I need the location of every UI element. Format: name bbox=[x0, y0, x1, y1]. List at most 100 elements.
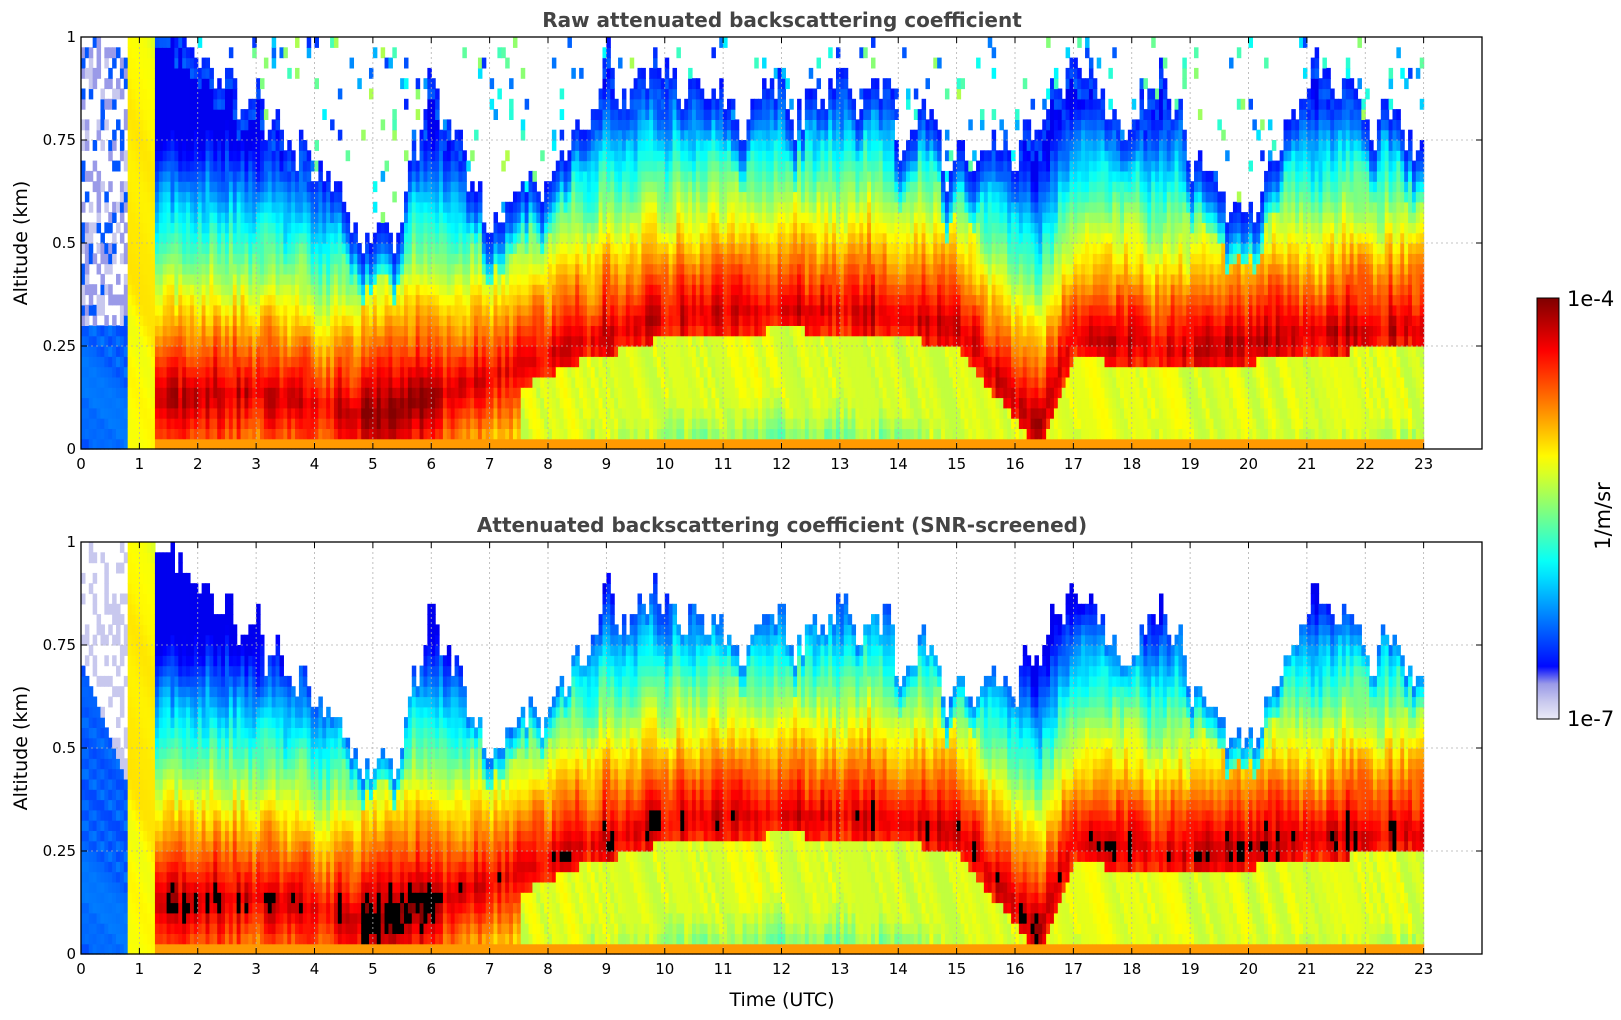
heatmap-cell bbox=[400, 387, 405, 399]
heatmap-cell bbox=[656, 356, 662, 368]
heatmap-cell bbox=[92, 346, 98, 357]
heatmap-cell bbox=[653, 294, 658, 306]
heatmap-cell bbox=[96, 407, 102, 419]
heatmap-cell bbox=[450, 335, 456, 347]
heatmap-cell bbox=[618, 304, 623, 316]
heatmap-cell bbox=[688, 407, 693, 419]
heatmap-cell bbox=[213, 191, 218, 203]
heatmap-cell bbox=[672, 160, 678, 172]
heatmap-cell bbox=[193, 109, 199, 120]
heatmap-cell bbox=[170, 387, 175, 399]
heatmap-cell bbox=[380, 263, 386, 275]
heatmap-cell bbox=[178, 304, 183, 316]
heatmap-cell bbox=[174, 222, 179, 234]
heatmap-cell bbox=[224, 273, 230, 285]
heatmap-cell bbox=[205, 284, 211, 296]
heatmap-cell bbox=[291, 201, 296, 213]
heatmap-cell bbox=[559, 129, 565, 141]
heatmap-cell bbox=[376, 273, 382, 285]
heatmap-cell bbox=[139, 387, 144, 399]
heatmap-cell bbox=[583, 304, 588, 316]
heatmap-cell bbox=[684, 438, 689, 450]
heatmap-cell bbox=[672, 387, 678, 399]
heatmap-cell bbox=[224, 438, 230, 450]
heatmap-cell bbox=[217, 428, 222, 440]
heatmap-cell bbox=[127, 98, 133, 110]
heatmap-cell bbox=[695, 181, 701, 193]
heatmap-cell bbox=[267, 201, 273, 213]
heatmap-cell bbox=[372, 335, 378, 347]
heatmap-cell bbox=[131, 397, 137, 409]
heatmap-cell bbox=[314, 387, 319, 399]
heatmap-cell bbox=[404, 273, 409, 285]
heatmap-cell bbox=[349, 263, 355, 275]
heatmap-cell bbox=[88, 325, 94, 337]
heatmap-cell bbox=[446, 263, 452, 275]
heatmap-cell bbox=[154, 253, 160, 265]
heatmap-cell bbox=[532, 346, 537, 357]
heatmap-cell bbox=[333, 37, 339, 48]
heatmap-cell bbox=[645, 273, 650, 285]
heatmap-cell bbox=[594, 407, 600, 419]
heatmap-cell bbox=[349, 253, 355, 265]
heatmap-cell bbox=[614, 284, 619, 296]
heatmap-cell bbox=[664, 284, 670, 296]
heatmap-cell bbox=[660, 438, 666, 450]
heatmap-cell bbox=[583, 397, 588, 409]
heatmap-cell bbox=[279, 273, 284, 285]
heatmap-cell bbox=[606, 119, 611, 131]
heatmap-cell bbox=[217, 376, 222, 388]
heatmap-cell bbox=[528, 438, 534, 450]
heatmap-cell bbox=[302, 284, 308, 296]
heatmap-cell bbox=[423, 284, 428, 296]
heatmap-cell bbox=[228, 397, 234, 409]
heatmap-cell bbox=[563, 387, 569, 399]
heatmap-cell bbox=[439, 273, 444, 285]
heatmap-cell bbox=[310, 376, 316, 388]
heatmap-cell bbox=[629, 201, 635, 213]
heatmap-cell bbox=[404, 376, 409, 388]
heatmap-cell bbox=[695, 98, 701, 110]
heatmap-cell bbox=[178, 325, 183, 337]
heatmap-cell bbox=[92, 304, 98, 316]
heatmap-cell bbox=[213, 222, 218, 234]
heatmap-cell bbox=[458, 366, 463, 378]
heatmap-cell bbox=[384, 397, 390, 409]
heatmap-cell bbox=[81, 67, 86, 79]
heatmap-cell bbox=[688, 140, 693, 151]
heatmap-cell bbox=[684, 387, 689, 399]
heatmap-cell bbox=[493, 346, 499, 357]
heatmap-cell bbox=[81, 263, 86, 275]
heatmap-cell bbox=[330, 428, 335, 440]
heatmap-cell bbox=[228, 273, 234, 285]
heatmap-cell bbox=[330, 407, 335, 419]
heatmap-cell bbox=[236, 181, 242, 193]
heatmap-cell bbox=[672, 98, 678, 110]
heatmap-cell bbox=[614, 253, 619, 265]
heatmap-cell bbox=[365, 438, 370, 450]
heatmap-cell bbox=[221, 418, 226, 429]
heatmap-cell bbox=[333, 191, 339, 203]
heatmap-cell bbox=[633, 88, 639, 100]
heatmap-cell bbox=[92, 325, 98, 337]
heatmap-cell bbox=[618, 129, 623, 141]
heatmap-cell bbox=[88, 418, 94, 429]
heatmap-cell bbox=[602, 119, 607, 131]
heatmap-cell bbox=[699, 366, 705, 378]
heatmap-cell bbox=[404, 201, 409, 213]
heatmap-cell bbox=[283, 335, 288, 347]
heatmap-cell bbox=[213, 304, 218, 316]
heatmap-cell bbox=[147, 88, 152, 100]
heatmap-cell bbox=[302, 273, 308, 285]
heatmap-cell bbox=[555, 284, 561, 296]
heatmap-cell bbox=[571, 438, 576, 450]
heatmap-cell bbox=[489, 428, 495, 440]
heatmap-cell bbox=[610, 88, 615, 100]
heatmap-cell bbox=[614, 438, 619, 450]
heatmap-cell bbox=[633, 407, 639, 419]
heatmap-cell bbox=[602, 150, 607, 162]
backscatter-heatmap bbox=[81, 37, 1425, 450]
heatmap-cell bbox=[567, 253, 572, 265]
heatmap-cell bbox=[189, 346, 195, 357]
heatmap-cell bbox=[606, 263, 611, 275]
